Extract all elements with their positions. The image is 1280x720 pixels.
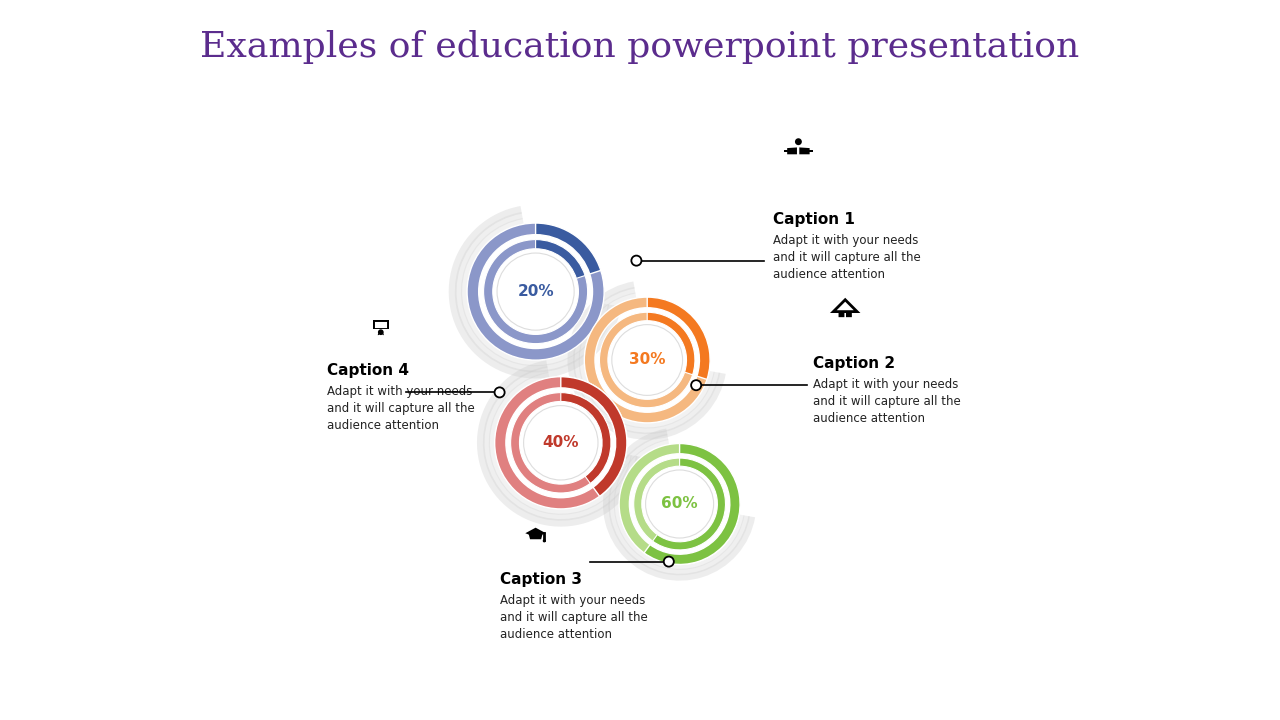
Wedge shape [613,439,745,570]
Polygon shape [381,330,384,335]
Polygon shape [378,330,380,335]
Text: Adapt it with your needs
and it will capture all the
audience attention: Adapt it with your needs and it will cap… [326,385,475,432]
Polygon shape [698,374,703,392]
Wedge shape [467,223,604,360]
Wedge shape [567,282,726,440]
Circle shape [543,539,545,542]
Wedge shape [477,360,644,526]
Wedge shape [494,377,627,509]
Text: Adapt it with your needs
and it will capture all the
audience attention: Adapt it with your needs and it will cap… [813,378,960,425]
Circle shape [524,405,598,480]
Text: 60%: 60% [662,497,698,511]
Wedge shape [483,366,637,521]
Wedge shape [489,372,632,515]
Circle shape [612,325,682,395]
Wedge shape [584,297,710,423]
Text: 30%: 30% [628,353,666,367]
Polygon shape [838,312,845,317]
Wedge shape [561,392,611,483]
Circle shape [664,557,673,567]
Circle shape [631,256,641,266]
Polygon shape [809,150,813,152]
Polygon shape [598,282,602,293]
Text: Examples of education powerpoint presentation: Examples of education powerpoint present… [201,30,1079,64]
Text: 20%: 20% [517,284,554,299]
Wedge shape [454,212,616,372]
Wedge shape [484,240,588,343]
Text: Caption 2: Caption 2 [813,356,895,371]
Wedge shape [599,312,695,408]
Wedge shape [648,297,710,379]
Wedge shape [620,444,740,564]
Polygon shape [582,490,599,501]
Polygon shape [525,528,545,537]
Polygon shape [787,148,797,154]
Circle shape [691,380,701,390]
Text: Adapt it with your needs
and it will capture all the
audience attention: Adapt it with your needs and it will cap… [499,594,648,641]
Text: 40%: 40% [543,436,579,450]
Text: Adapt it with your needs
and it will capture all the
audience attention: Adapt it with your needs and it will cap… [773,234,920,281]
Wedge shape [608,434,750,575]
Wedge shape [648,312,695,374]
Polygon shape [783,150,788,152]
Wedge shape [634,458,726,550]
Text: Caption 4: Caption 4 [326,363,408,378]
Polygon shape [529,534,543,539]
Polygon shape [594,269,600,289]
Polygon shape [632,538,640,544]
Wedge shape [603,428,755,580]
Circle shape [378,329,384,335]
Circle shape [494,387,504,397]
Circle shape [795,138,801,145]
Polygon shape [799,148,810,154]
Circle shape [497,253,575,330]
Wedge shape [535,240,585,279]
Polygon shape [846,312,852,317]
Polygon shape [696,387,699,397]
Wedge shape [653,458,726,550]
Wedge shape [579,292,714,428]
Wedge shape [449,206,621,379]
Polygon shape [635,540,650,551]
Wedge shape [535,223,600,274]
Circle shape [645,470,714,538]
Wedge shape [511,392,611,493]
Text: Caption 3: Caption 3 [499,572,581,587]
Wedge shape [644,444,740,564]
Wedge shape [561,377,627,496]
Wedge shape [573,287,721,434]
Polygon shape [580,498,589,504]
Polygon shape [372,320,389,329]
Text: Caption 1: Caption 1 [773,212,855,227]
Wedge shape [461,218,609,366]
